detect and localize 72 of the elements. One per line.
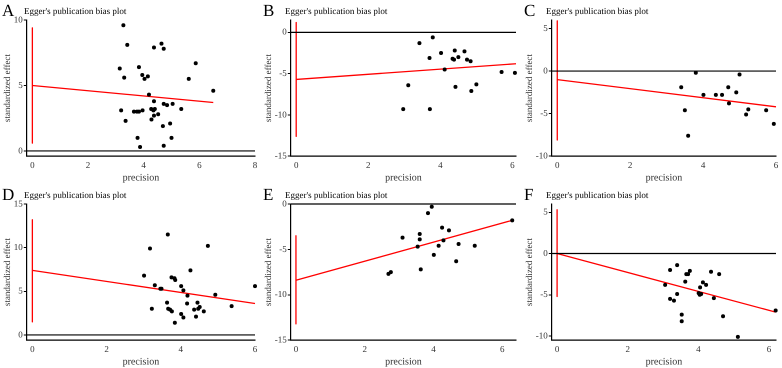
x-axis-title: precision <box>646 356 682 368</box>
chart-title: Egger's publication bias plot <box>546 6 649 16</box>
chart-title: Egger's publication bias plot <box>285 190 388 200</box>
chart-title: Egger's publication bias plot <box>546 190 649 200</box>
x-tick-label: 0 <box>294 344 299 354</box>
y-tick-label: 10 <box>14 14 24 24</box>
x-tick-label: 0 <box>554 344 560 354</box>
y-tick-label: 5 <box>18 286 24 296</box>
x-tick-label: 6 <box>197 160 202 170</box>
y-tick-label: 5 <box>543 22 548 33</box>
chart-title: Egger's publication bias plot <box>285 6 388 16</box>
chart-title: Egger's publication bias plot <box>24 190 127 200</box>
x-tick-label: 4 <box>438 160 444 170</box>
x-axis-title: precision <box>646 172 682 184</box>
y-tick-label: -10 <box>274 109 288 120</box>
y-tick-label: 5 <box>18 80 24 90</box>
x-tick-label: 2 <box>628 160 632 170</box>
x-tick-label: 2 <box>86 160 90 170</box>
x-tick-label: 2 <box>625 344 630 354</box>
y-tick-label: 5 <box>543 206 548 217</box>
y-tick-label: -5 <box>279 68 288 78</box>
text: D <box>2 185 14 204</box>
y-tick-label: 0 <box>18 145 24 156</box>
y-tick-label: 0 <box>543 65 548 76</box>
y-axis-title: standardized effect <box>2 238 12 306</box>
y-tick-label: 15 <box>14 198 24 208</box>
x-axis-title: precision <box>385 356 422 368</box>
x-tick-label: 0 <box>294 160 299 170</box>
text: F <box>524 185 534 204</box>
x-tick-label: 0 <box>30 344 36 354</box>
x-tick-label: 0 <box>30 160 36 170</box>
y-tick-label: -10 <box>536 330 548 340</box>
x-tick-label: 0 <box>555 160 560 170</box>
y-tick-label: -5 <box>540 108 548 118</box>
x-tick-label: 2 <box>366 160 371 170</box>
x-axis-title: precision <box>122 172 160 184</box>
x-tick-label: 4 <box>696 344 702 354</box>
y-tick-label: 0 <box>282 198 288 208</box>
y-tick-label: -10 <box>274 289 288 300</box>
y-tick-label: 10 <box>14 242 24 252</box>
x-tick-label: 8 <box>252 160 258 170</box>
x-tick-label: 4 <box>178 344 184 354</box>
y-tick-label: -15 <box>274 334 288 345</box>
x-tick-label: 6 <box>766 344 772 354</box>
y-tick-label: 0 <box>543 248 548 258</box>
y-axis-title: standardized effect <box>262 54 273 122</box>
x-axis-title: precision <box>122 356 160 368</box>
text: E <box>263 185 274 204</box>
x-tick-label: 2 <box>104 344 109 354</box>
text: B <box>263 1 274 20</box>
x-tick-label: 2 <box>362 344 367 354</box>
text: C <box>524 1 536 20</box>
y-axis-title: standardized effect <box>2 54 12 122</box>
y-tick-label: 0 <box>282 26 288 37</box>
y-tick-label: -10 <box>536 150 548 161</box>
x-tick-label: 4 <box>431 344 436 354</box>
x-tick-label: 6 <box>510 160 516 170</box>
x-tick-label: 6 <box>500 344 505 354</box>
text: A <box>2 1 15 20</box>
x-tick-label: 4 <box>700 160 706 170</box>
y-tick-label: -5 <box>279 244 288 254</box>
x-axis-title: precision <box>385 172 422 184</box>
x-tick-label: 6 <box>774 160 779 170</box>
y-tick-label: -5 <box>540 289 548 300</box>
chart-title: Egger's publication bias plot <box>24 6 127 16</box>
y-tick-label: 0 <box>18 329 24 340</box>
x-tick-label: 4 <box>141 160 146 170</box>
y-axis-title: standardized effect <box>524 54 534 122</box>
y-axis-title: standardized effect <box>524 238 534 306</box>
x-tick-label: 6 <box>252 344 258 354</box>
y-axis-title: standardized effect <box>262 238 273 306</box>
y-tick-label: -15 <box>274 150 288 161</box>
